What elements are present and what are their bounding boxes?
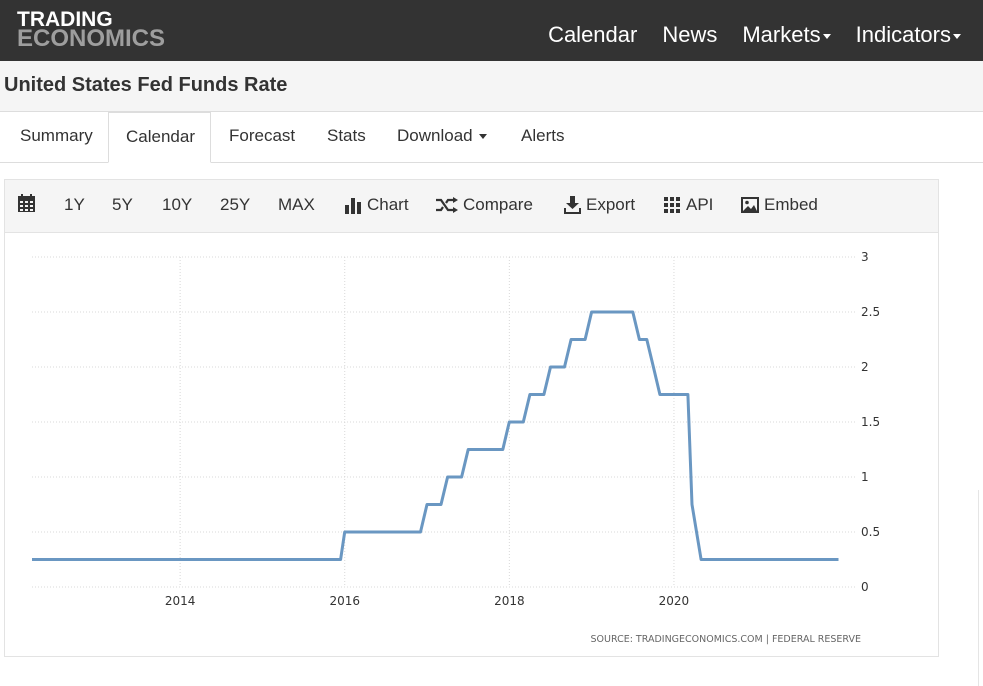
- nav-markets[interactable]: Markets: [742, 22, 831, 48]
- top-navbar: TRADING ECONOMICS Calendar News Markets …: [0, 0, 983, 61]
- export-button-label: Export: [586, 195, 636, 214]
- tab-alerts[interactable]: Alerts: [521, 126, 565, 145]
- range-1y-button[interactable]: 1Y: [64, 195, 85, 214]
- series-line: [32, 310, 839, 561]
- calendar-icon-button[interactable]: [18, 194, 40, 212]
- compare-button-label: Compare: [463, 195, 533, 214]
- chart-button-label: Chart: [367, 195, 409, 214]
- tab-forecast[interactable]: Forecast: [229, 126, 296, 145]
- range-max-button[interactable]: MAX: [278, 195, 315, 214]
- title-bar: United States Fed Funds Rate: [0, 61, 983, 112]
- caret-down-icon: [822, 33, 831, 39]
- logo-line1: TRADING: [17, 8, 113, 31]
- chart-source: SOURCE: TRADINGECONOMICS.COM | FEDERAL R…: [590, 634, 861, 645]
- nav-indicators-label: Indicators: [855, 22, 951, 47]
- divider: [978, 490, 979, 686]
- x-tick-label: 2020: [659, 594, 690, 608]
- image-icon: [741, 197, 759, 213]
- tab-bar: Summary Calendar Forecast Stats Download…: [0, 112, 983, 163]
- caret-down-icon: [953, 33, 961, 39]
- main-nav: Calendar News Markets Indicators: [523, 22, 961, 48]
- export-button[interactable]: Export: [564, 195, 635, 215]
- nav-calendar[interactable]: Calendar: [548, 22, 638, 47]
- tab-summary[interactable]: Summary: [20, 126, 93, 145]
- download-icon: [564, 196, 581, 214]
- grid-icon: [664, 196, 680, 213]
- tab-download[interactable]: Download: [397, 112, 487, 162]
- x-tick-label: 2018: [494, 594, 525, 608]
- logo-line2: ECONOMICS: [17, 25, 166, 52]
- compare-button[interactable]: Compare: [436, 195, 533, 215]
- y-tick-label: 0: [861, 580, 869, 594]
- chart-panel: 1Y 5Y 10Y 25Y MAX Chart Compare Export: [4, 179, 939, 657]
- y-tick-label: 0.5: [861, 525, 880, 539]
- y-tick-label: 2: [861, 360, 869, 374]
- calendar-icon: [18, 194, 35, 212]
- range-5y-button[interactable]: 5Y: [112, 195, 133, 214]
- y-tick-label: 1: [861, 470, 869, 484]
- y-axis: 0 0.5 1 1.5 2 2.5 3: [861, 250, 880, 594]
- api-button-label: API: [686, 195, 714, 214]
- caret-down-icon: [478, 134, 487, 140]
- x-tick-label: 2016: [329, 594, 360, 608]
- tab-stats[interactable]: Stats: [327, 126, 366, 145]
- bar-chart-icon: [345, 197, 361, 214]
- embed-button[interactable]: Embed: [741, 195, 818, 215]
- nav-markets-label: Markets: [742, 22, 821, 47]
- logo[interactable]: TRADING ECONOMICS: [17, 9, 165, 51]
- y-tick-label: 1.5: [861, 415, 880, 429]
- nav-indicators[interactable]: Indicators: [856, 22, 961, 48]
- range-10y-button[interactable]: 10Y: [162, 195, 193, 214]
- tab-calendar[interactable]: Calendar: [108, 112, 211, 163]
- fed-funds-rate-chart: 0 0.5 1 1.5 2 2.5 3 2014 2016 2018 2020 SOURCE: T…: [32, 250, 880, 645]
- api-button[interactable]: API: [664, 195, 713, 215]
- x-axis: 2014 2016 2018 2020: [165, 594, 689, 608]
- page-title: United States Fed Funds Rate: [4, 74, 288, 96]
- y-tick-label: 2.5: [861, 305, 880, 319]
- chart-grid: [32, 256, 855, 588]
- y-tick-label: 3: [861, 250, 869, 264]
- range-25y-button[interactable]: 25Y: [220, 195, 251, 214]
- chart-toolbar: 1Y 5Y 10Y 25Y MAX Chart Compare Export: [5, 180, 938, 233]
- x-tick-label: 2014: [165, 594, 196, 608]
- shuffle-icon: [436, 197, 458, 213]
- tab-download-label: Download: [397, 126, 473, 145]
- nav-news[interactable]: News: [662, 22, 718, 47]
- embed-button-label: Embed: [764, 195, 818, 214]
- chart-button[interactable]: Chart: [345, 195, 409, 215]
